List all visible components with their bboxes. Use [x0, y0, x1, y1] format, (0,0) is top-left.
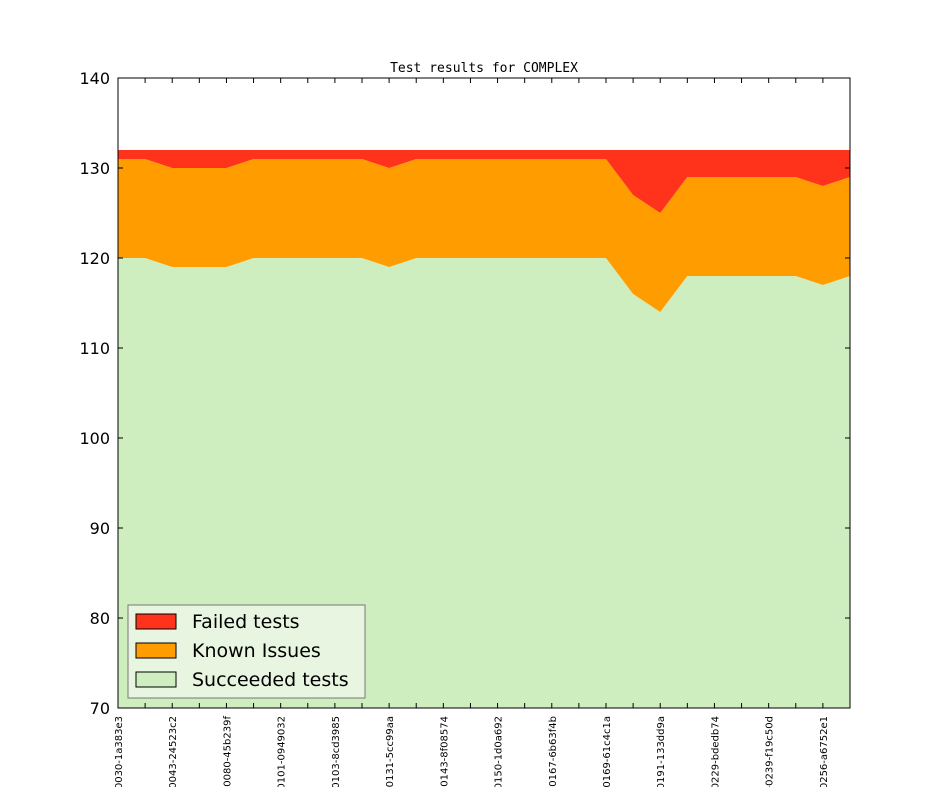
x-tick-label: 0030-1a383e3 [114, 716, 125, 787]
x-tick-label: 0256-a6752e1 [819, 716, 830, 787]
y-tick-label: 120 [79, 249, 110, 268]
x-tick-label: 0150-1d0a692 [494, 716, 505, 787]
x-tick-label: 0229-bdedb74 [710, 716, 721, 787]
area [118, 258, 850, 708]
x-tick-label: 0131-5cc99aa [385, 716, 396, 787]
legend-label: Failed tests [192, 611, 300, 633]
legend-swatch [135, 642, 177, 659]
legend-swatch [135, 671, 177, 688]
y-tick-label: 130 [79, 159, 110, 178]
y-tick-label: 80 [90, 609, 110, 628]
x-tick-label: 0101-0949032 [277, 716, 288, 787]
plot-frame [117, 77, 851, 709]
y-tick-label: 140 [79, 69, 110, 88]
area [118, 150, 850, 213]
x-tick-label: -0167-6b63f4b [548, 716, 559, 787]
x-tick-label: 0043-24523c2 [168, 716, 179, 787]
legend-label: Known Issues [192, 640, 321, 662]
legend-swatch [135, 613, 177, 630]
y-tick-label: 100 [79, 429, 110, 448]
y-tick-label: 70 [90, 699, 110, 718]
x-tick-label: -0143-8f08574 [439, 716, 450, 787]
x-tick-label: -0239-f19c50d [765, 716, 776, 787]
y-tick-label: 90 [90, 519, 110, 538]
legend-label: Succeeded tests [192, 669, 349, 691]
x-tick-label: -0169-61c4c1a [602, 716, 613, 787]
x-tick-label: 0103-8cd3985 [331, 716, 342, 787]
chart-title: Test results for COMPLEX [390, 61, 578, 76]
area [118, 159, 850, 312]
y-tick-label: 110 [79, 339, 110, 358]
x-tick-label: 0191-133dd9a [656, 716, 667, 787]
x-tick-label: -0080-45b239f [222, 716, 233, 787]
